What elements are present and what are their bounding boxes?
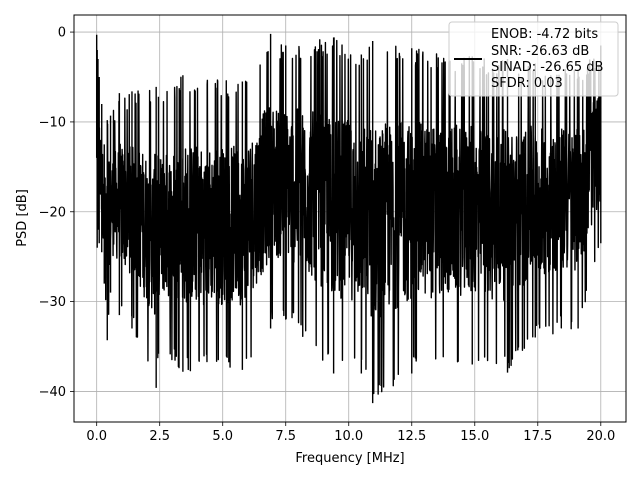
legend-box	[448, 21, 619, 97]
x-tick-label: 20.0	[586, 429, 615, 444]
y-tick-label: −30	[39, 295, 66, 310]
legend-line-4: SFDR: 0.03	[491, 76, 563, 91]
x-axis-label: Frequency [MHz]	[295, 451, 404, 466]
psd-series	[95, 33, 602, 404]
legend: ENOB: -4.72 bits SNR: -26.63 dB SINAD: -…	[448, 21, 619, 97]
legend-line-2: SNR: -26.63 dB	[491, 44, 589, 59]
plot-frame	[73, 14, 627, 423]
y-tick-label: −40	[39, 385, 66, 400]
x-axis-ticks: 0.0 2.5 5.0 7.5 10.0 12.5 15.0 17.5 20.0	[86, 422, 615, 444]
y-axis-label: PSD [dB]	[15, 189, 30, 247]
x-tick-label: 10.0	[334, 429, 363, 444]
y-tick-label: −20	[39, 205, 66, 220]
x-tick-label: 12.5	[397, 429, 426, 444]
legend-line-3: SINAD: -26.65 dB	[491, 60, 603, 75]
psd-line	[95, 33, 602, 404]
x-tick-label: 0.0	[86, 429, 107, 444]
x-tick-label: 2.5	[149, 429, 170, 444]
x-tick-label: 17.5	[523, 429, 552, 444]
x-tick-label: 5.0	[212, 429, 233, 444]
y-tick-label: −10	[39, 115, 66, 130]
y-tick-label: 0	[58, 26, 66, 41]
legend-line-1: ENOB: -4.72 bits	[491, 27, 598, 42]
y-axis-ticks: 0 −10 −20 −30 −40	[39, 26, 74, 400]
x-tick-label: 7.5	[275, 429, 296, 444]
x-tick-label: 15.0	[460, 429, 489, 444]
